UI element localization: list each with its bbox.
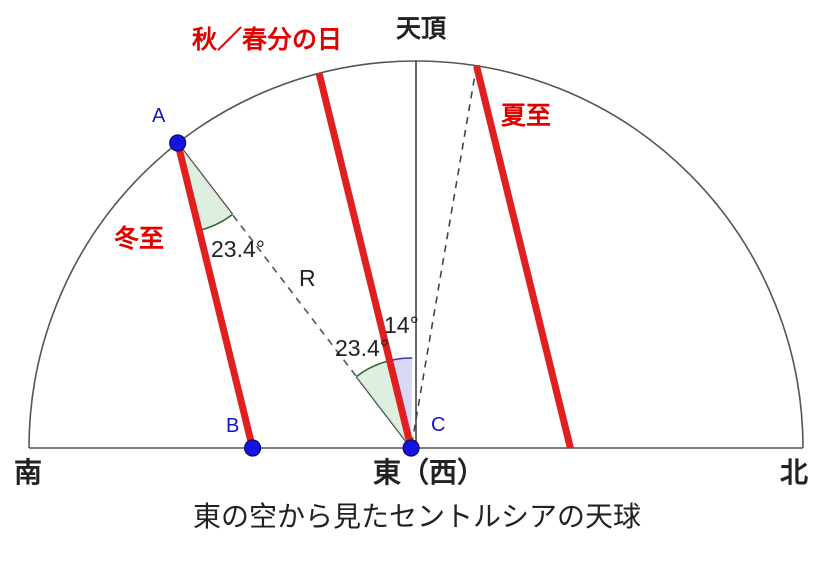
- svg-text:天頂: 天頂: [396, 15, 447, 43]
- svg-text:北: 北: [780, 457, 808, 488]
- svg-text:南: 南: [14, 457, 42, 488]
- svg-text:冬至: 冬至: [114, 224, 164, 253]
- svg-text:東（西）: 東（西）: [373, 456, 485, 488]
- svg-text:23.4°: 23.4°: [211, 236, 265, 262]
- svg-text:14°: 14°: [384, 312, 419, 338]
- svg-text:C: C: [431, 414, 445, 436]
- svg-text:東の空から見たセントルシアの天球: 東の空から見たセントルシアの天球: [193, 501, 641, 532]
- svg-text:夏至: 夏至: [501, 102, 551, 130]
- svg-text:秋／春分の日: 秋／春分の日: [192, 25, 342, 54]
- svg-text:23.4°: 23.4°: [335, 335, 389, 361]
- svg-text:B: B: [226, 415, 239, 437]
- svg-text:R: R: [299, 265, 316, 291]
- svg-text:A: A: [152, 105, 166, 127]
